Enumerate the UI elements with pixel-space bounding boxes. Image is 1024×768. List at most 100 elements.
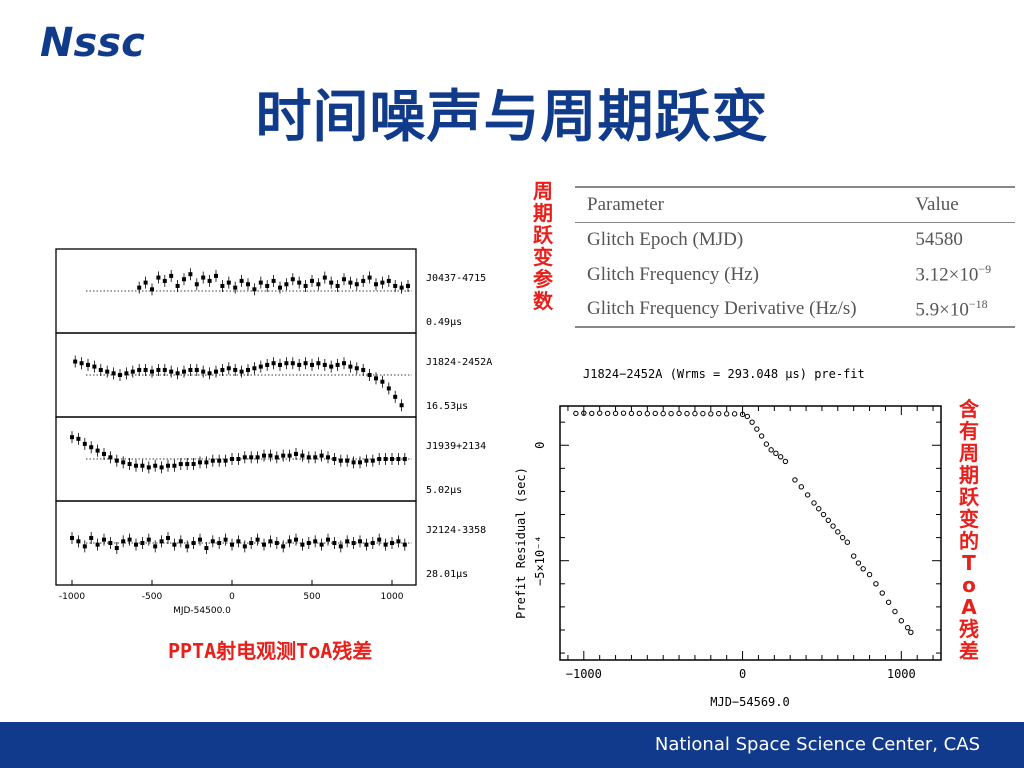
residual-point [175, 283, 180, 288]
residual-point [380, 280, 385, 285]
residual-point [249, 541, 254, 545]
residual-point [708, 411, 714, 417]
residual-point [348, 364, 353, 369]
residual-point [820, 511, 827, 518]
residual-point [386, 386, 391, 391]
residual-point [188, 272, 193, 277]
glitch-residual-chart: J1824−2452A (Wrms = 293.048 μs) pre-fit −… [514, 367, 942, 709]
residual-point [271, 361, 276, 366]
footer-text: National Space Science Center, CAS [654, 734, 980, 755]
residual-point [249, 455, 254, 460]
residual-point [287, 539, 292, 544]
residual-point [89, 535, 94, 540]
residual-point [744, 413, 751, 420]
residual-point [364, 458, 369, 463]
residual-point [204, 460, 209, 465]
pulsar-scale: 5.02μs [426, 485, 462, 496]
residual-point [758, 433, 765, 439]
residual-point [156, 367, 161, 372]
residual-point [290, 277, 295, 282]
residual-point [217, 458, 222, 463]
residual-point [210, 458, 215, 463]
residual-point [108, 541, 113, 545]
residual-point [361, 278, 366, 283]
residual-point [316, 282, 321, 287]
residual-point [114, 546, 119, 551]
residual-point [358, 460, 362, 465]
residual-point [114, 458, 119, 463]
residual-point [768, 447, 774, 453]
x-tick-label: 1000 [381, 592, 404, 602]
x-axis-label: MJD-54500.0 [173, 606, 231, 616]
x-axis-label: MJD−54569.0 [710, 695, 789, 709]
x-tick-label: -1000 [59, 592, 85, 602]
residual-point [342, 361, 346, 366]
residual-point [816, 506, 822, 512]
residual-point [274, 455, 279, 460]
residual-point [399, 403, 404, 408]
residual-point [255, 537, 260, 542]
panel-frame [55, 248, 417, 334]
residual-point [879, 590, 885, 596]
residual-point [204, 546, 209, 551]
value-cell: 54580 [915, 228, 963, 250]
residual-point [383, 457, 388, 461]
residual-point [207, 371, 212, 376]
table-row: Glitch Frequency (Hz) 3.12×10−9 [575, 257, 1015, 292]
residual-point [217, 541, 222, 545]
residual-point [70, 535, 74, 540]
residual-point [866, 571, 873, 578]
residual-point [386, 278, 391, 283]
residual-point [322, 275, 327, 280]
residual-point [82, 441, 87, 446]
residual-point [604, 410, 611, 417]
right-side-label: 含有周期跃变的ToA残差 [959, 397, 979, 663]
residual-point [86, 362, 90, 367]
residual-point [700, 410, 706, 417]
residual-point [873, 581, 879, 587]
residual-point [143, 367, 148, 372]
residual-point [230, 457, 234, 461]
residual-point [739, 411, 746, 418]
value-exponent: −18 [968, 296, 988, 311]
residual-point [121, 460, 126, 465]
residual-point [825, 517, 831, 524]
residual-point [156, 275, 161, 280]
residual-point [855, 560, 862, 566]
residual-point [313, 539, 318, 544]
residual-point [262, 453, 266, 458]
residual-point [172, 542, 177, 547]
residual-point [191, 541, 196, 545]
residual-point [749, 419, 755, 425]
residual-point [393, 394, 398, 399]
residual-point [850, 553, 857, 559]
residual-point [153, 463, 158, 468]
left-caption: PPTA射电观测ToA残差 [168, 639, 373, 663]
residual-point [194, 367, 199, 372]
residual-point [82, 544, 87, 549]
residual-point [140, 463, 145, 468]
pulsar-name: J1824-2452A [426, 357, 492, 368]
residual-point [185, 544, 190, 549]
residual-point [335, 362, 340, 367]
residual-point [351, 541, 356, 545]
residual-point [716, 410, 722, 417]
residual-point [839, 534, 846, 541]
residual-point [319, 453, 324, 458]
residual-point [95, 448, 100, 453]
residual-point [191, 462, 196, 467]
residual-point [255, 455, 260, 460]
residual-point [908, 629, 914, 635]
residual-point [297, 362, 302, 367]
residual-point [89, 445, 94, 450]
residual-point [804, 492, 811, 498]
table-row: Glitch Epoch (MJD) 54580 [575, 222, 1015, 257]
residual-point [226, 280, 231, 285]
residual-point [396, 539, 401, 544]
residual-point [310, 362, 314, 367]
residual-point [390, 541, 394, 545]
residual-point [268, 539, 273, 544]
residual-point [644, 410, 651, 417]
residual-point [377, 457, 382, 461]
residual-point [242, 455, 247, 460]
